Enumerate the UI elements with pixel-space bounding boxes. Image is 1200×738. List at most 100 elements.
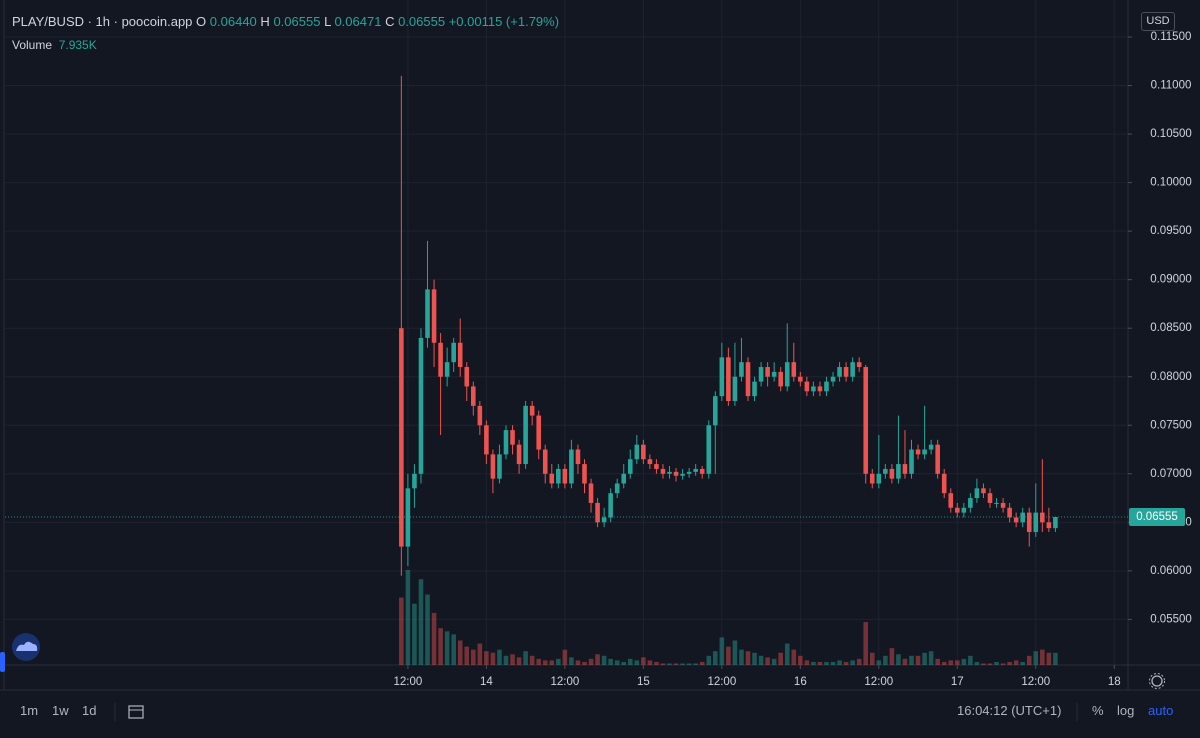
volume-bar	[994, 661, 999, 665]
volume-bar	[529, 655, 535, 665]
candle-body	[850, 362, 855, 377]
log-toggle[interactable]: log	[1117, 703, 1135, 718]
candle-body	[928, 444, 934, 450]
candle-body	[941, 473, 947, 494]
candle-body	[804, 381, 810, 392]
y-tick-label: 0.08500	[1150, 322, 1192, 334]
candle-body	[811, 386, 816, 392]
last-price-box	[1129, 507, 1185, 526]
symbol-header: PLAY/BUSD · 1h · poocoin.app O 0.06440 H…	[12, 14, 559, 29]
volume-bar	[418, 579, 424, 665]
volume-bar	[667, 663, 672, 665]
ohlc-value: 0.06555	[273, 14, 321, 29]
volume-bar	[549, 660, 555, 665]
volume-bar	[745, 651, 751, 665]
candle-body	[575, 449, 581, 465]
candle-body	[883, 468, 888, 474]
x-tick-label: 16	[794, 676, 807, 688]
symbol-title: PLAY/BUSD · 1h · poocoin.app	[12, 14, 193, 29]
volume-bar	[778, 652, 783, 665]
candle-body	[863, 367, 869, 474]
volume-bar	[425, 594, 430, 665]
volume-bar	[889, 648, 895, 665]
candle-body	[621, 473, 627, 484]
ohlc-value: 0.06471	[334, 14, 382, 29]
volume-bar	[673, 663, 679, 665]
volume-bar	[477, 643, 483, 665]
candle-body	[1000, 502, 1006, 508]
candle-body	[719, 357, 725, 397]
candle-body	[457, 342, 463, 368]
candle-body	[399, 328, 404, 547]
candle-body	[1007, 507, 1012, 518]
candle-body	[601, 517, 607, 523]
currency-button[interactable]: USD	[1141, 12, 1175, 31]
candle-body	[824, 381, 829, 392]
volume-bar	[752, 652, 757, 665]
volume-bar	[896, 654, 901, 665]
volume-bar	[399, 597, 404, 665]
candle-body	[935, 444, 940, 474]
x-tick-label: 12:00	[707, 676, 736, 688]
volume-bar	[758, 655, 764, 665]
ohlc-name: C	[385, 14, 395, 29]
volume-bar	[654, 661, 659, 665]
range-1w[interactable]: 1w	[52, 703, 69, 718]
candle-body	[595, 502, 600, 523]
volume-bar	[843, 661, 849, 665]
candle-body	[1026, 512, 1032, 533]
volume-bar	[713, 651, 718, 665]
volume-bar	[1040, 649, 1045, 665]
volume-bar	[928, 651, 934, 665]
volume-bar	[431, 612, 437, 665]
side-handle[interactable]	[0, 652, 5, 672]
clock: 16:04:12 (UTC+1)	[957, 703, 1062, 718]
range-1m[interactable]: 1m	[20, 703, 39, 718]
volume-bar	[634, 660, 640, 665]
y-tick-label: 0.09000	[1150, 274, 1192, 286]
y-tick-label: 0.11000	[1151, 80, 1192, 92]
volume-bar	[935, 658, 940, 665]
candle-body	[713, 396, 718, 426]
auto-toggle[interactable]: auto	[1148, 703, 1174, 718]
volume-bar	[601, 655, 607, 665]
candle-body	[1053, 516, 1058, 529]
volume-bar	[575, 660, 581, 665]
candle-body	[922, 449, 927, 455]
volume-bar	[1000, 663, 1006, 665]
volume-bar	[811, 661, 816, 665]
candle-body	[726, 357, 731, 401]
candle-body	[843, 367, 849, 377]
candle-body	[968, 498, 973, 508]
volume-bar	[771, 658, 777, 665]
volume-bar	[732, 640, 738, 665]
volume-bar	[569, 657, 574, 665]
y-tick-label: 0.10000	[1150, 177, 1192, 189]
candle-body	[981, 488, 986, 494]
candle-body	[418, 337, 424, 474]
candle-body	[791, 362, 797, 377]
candle-body	[647, 459, 653, 465]
volume-bar	[824, 661, 829, 665]
volume-bar	[497, 649, 502, 665]
y-tick-label: 0.10500	[1150, 128, 1192, 140]
volume-bar	[765, 657, 770, 665]
logo-icon	[16, 641, 38, 651]
volume-bar	[804, 660, 810, 665]
volume-bar	[614, 660, 620, 665]
volume-bar	[536, 658, 541, 665]
settings-icon[interactable]	[1149, 673, 1165, 689]
percent-toggle[interactable]: %	[1092, 703, 1104, 718]
ohlc-name: O	[196, 14, 207, 29]
volume-bar	[791, 649, 797, 665]
candle-body	[588, 483, 594, 503]
candle-body	[425, 289, 430, 338]
candle-body	[641, 444, 646, 460]
volume-bar	[856, 658, 862, 665]
date-range-icon[interactable]	[128, 705, 144, 719]
y-tick-label: 0.05500	[1150, 613, 1192, 625]
volume-bar	[686, 663, 692, 665]
range-1d[interactable]: 1d	[82, 703, 97, 718]
x-tick-label: 14	[480, 676, 493, 688]
